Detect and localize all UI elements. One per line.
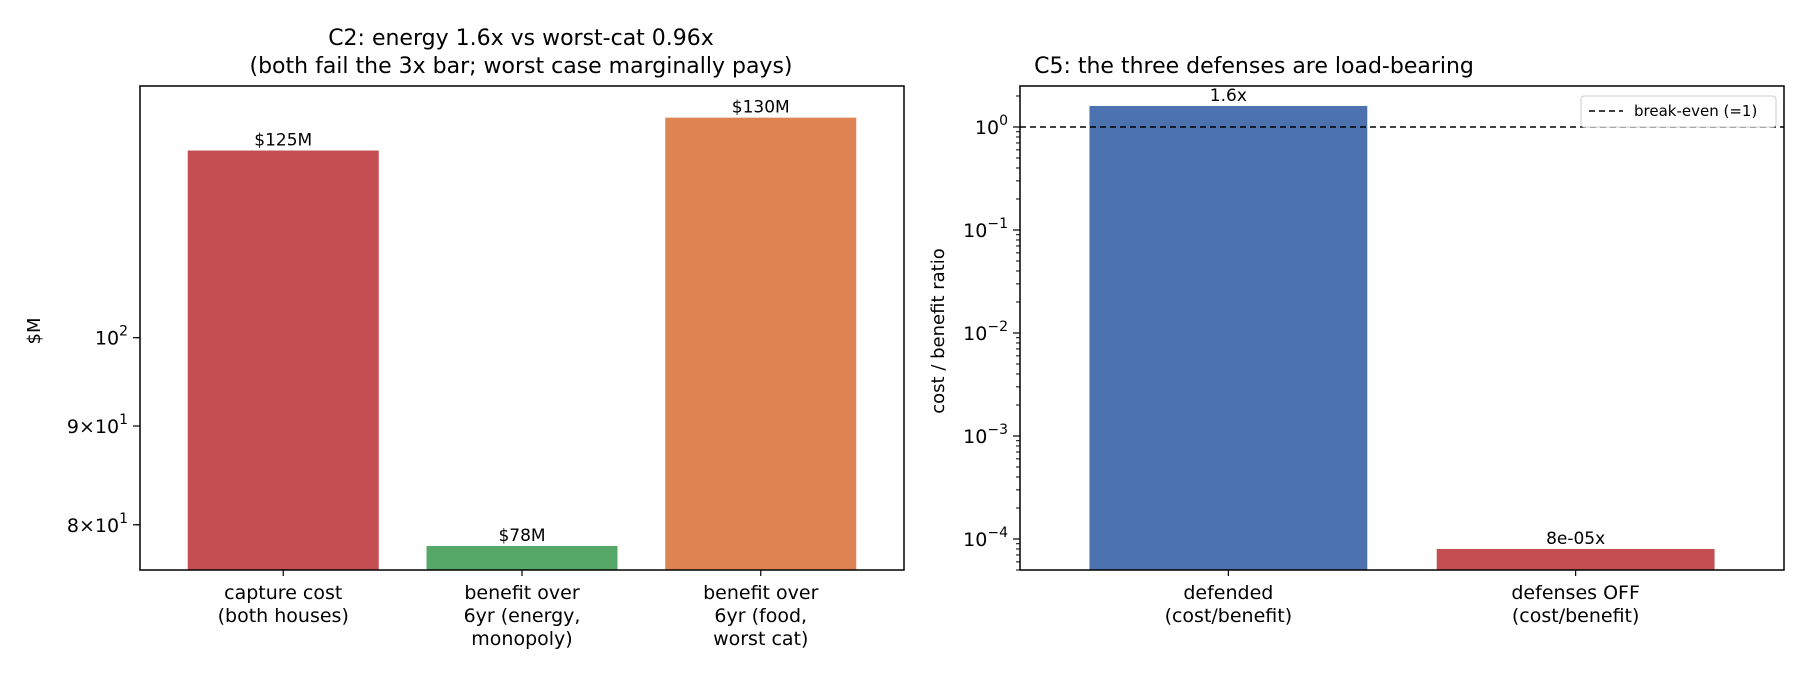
value-label-c5-1: 8e-05x [1546,529,1605,549]
bar-c2-1 [426,546,618,570]
value-label-c2-0: $125M [254,131,312,151]
value-label-c2-2: $130M [732,98,790,118]
y-tick-label-c5-1: 10−1 [963,216,1008,242]
legend-entry-break-even: break-even (=1) [1634,102,1757,120]
legend: break-even (=1) [1580,95,1777,128]
bar-c2-2 [665,117,857,571]
x-tick-label-c5-0: defended (cost/benefit) [1165,582,1293,627]
x-tick-label-c2-1: benefit over 6yr (energy, monopoly) [464,582,581,650]
chart-c2: C2: energy 1.6x vs worst-cat 0.96x (both… [24,26,905,650]
y-tick-label-c5-0: 100 [975,113,1008,139]
chart-c5-title: C5: the three defenses are load-bearing [1034,54,1474,79]
value-label-c2-1: $78M [498,526,545,546]
bar-c5-0 [1089,105,1368,570]
y-tick-label-c5-2: 10−2 [963,319,1008,345]
chart-c5-ylabel: cost / benefit ratio [928,248,949,413]
chart-c5: C5: the three defenses are load-bearing … [928,54,1785,627]
x-tick-label-c2-0: capture cost (both houses) [218,582,349,627]
y-tick-label-c5-3: 10−3 [963,422,1008,448]
y-tick-label-c2-1: 9×101 [67,412,128,438]
bar-c2-0 [187,150,379,570]
chart-c5-frame [1019,85,1785,571]
y-tick-label-c2-2: 8×101 [67,511,128,537]
bar-c5-1 [1436,548,1715,570]
y-tick-label-c5-4: 10−4 [963,525,1008,551]
chart-c2-ylabel: $M [24,318,45,345]
y-tick-label-c2-0: 102 [95,324,128,350]
chart-c2-title: C2: energy 1.6x vs worst-cat 0.96x [328,26,714,51]
x-tick-label-c2-2: benefit over 6yr (food, worst cat) [703,582,818,650]
chart-c2-frame [139,85,905,571]
value-label-c5-0: 1.6x [1210,86,1247,106]
x-tick-label-c5-1: defenses OFF (cost/benefit) [1511,582,1640,627]
chart-c2-subtitle: (both fail the 3x bar; worst case margin… [250,54,793,79]
legend-box [1580,95,1777,128]
